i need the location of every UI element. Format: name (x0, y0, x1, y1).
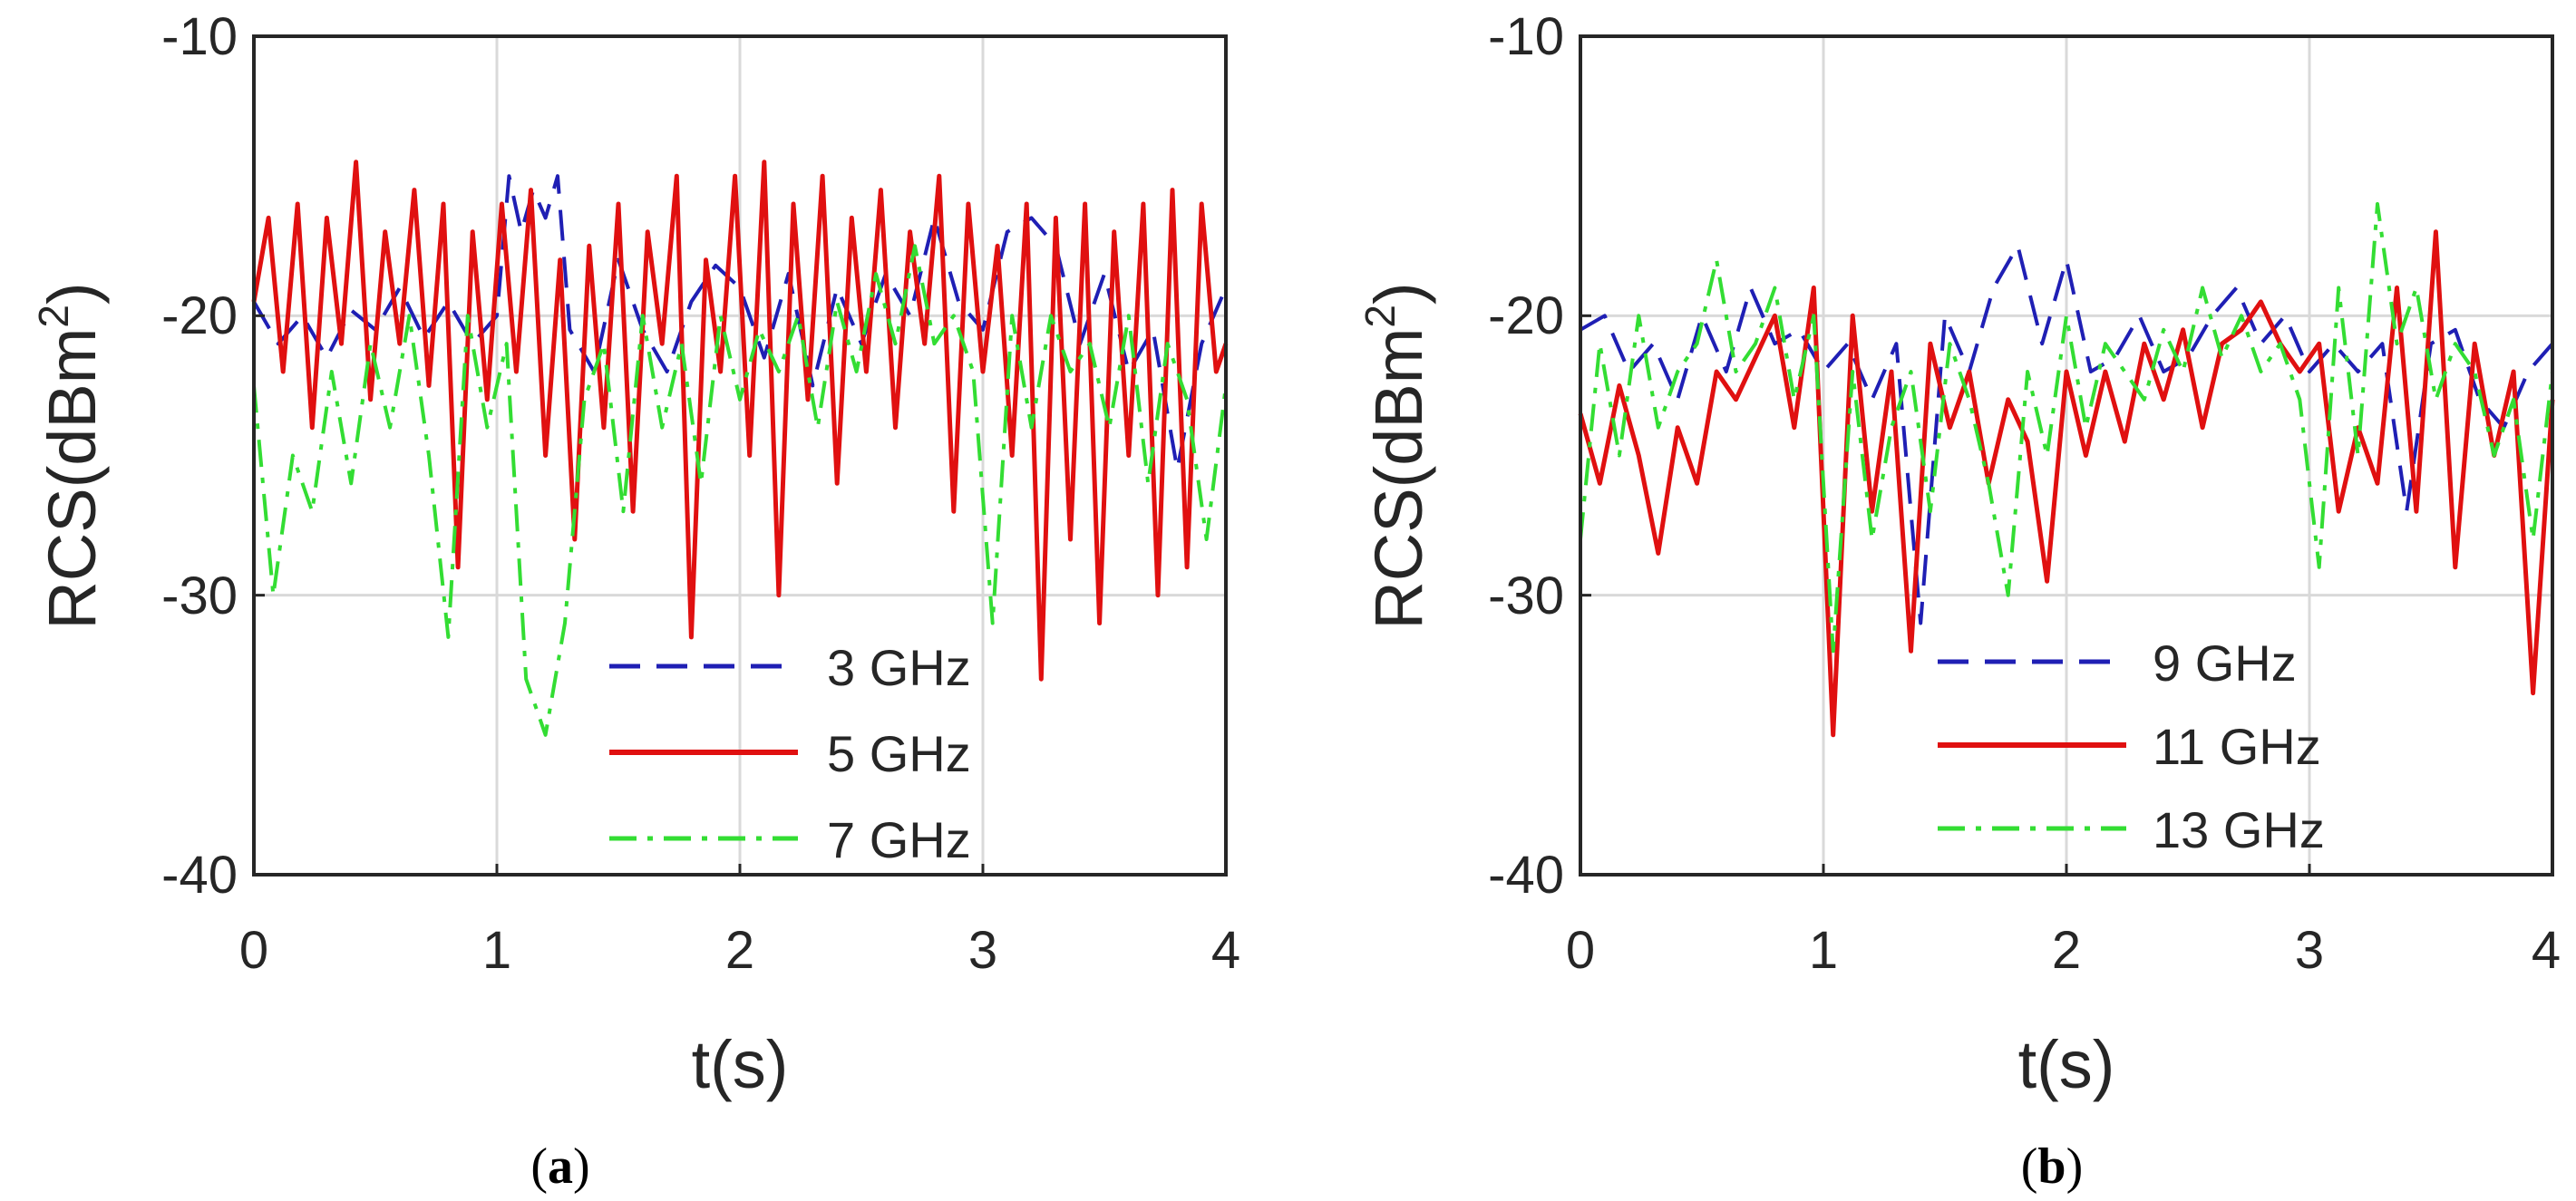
x-tick-label: 2 (2052, 921, 2081, 980)
legend-label-7ghz: 7 GHz (827, 811, 971, 868)
y-tick-label: -30 (1488, 567, 1564, 625)
panel-b-x-tick-labels: 0 1 2 3 4 (1566, 921, 2561, 980)
panel-b-series-9ghz (1579, 244, 2554, 625)
panel-b-y-tick-labels: -10 -20 -30 -40 (1488, 7, 1564, 905)
panel-a-legend: 3 GHz 5 GHz 7 GHz (609, 639, 971, 868)
x-tick-label: 0 (1566, 921, 1595, 980)
x-tick-label: 4 (1211, 921, 1240, 980)
x-tick-label: 3 (2295, 921, 2324, 980)
legend-label-5ghz: 5 GHz (827, 725, 971, 782)
legend-label-9ghz: 9 GHz (2153, 634, 2297, 692)
x-tick-label: 2 (725, 921, 754, 980)
x-tick-label: 1 (482, 921, 511, 980)
y-tick-label: -30 (161, 567, 238, 625)
x-tick-label: 1 (1809, 921, 1838, 980)
panel-a-ticks (252, 34, 1228, 877)
y-tick-label: -10 (161, 7, 238, 66)
panel-a-caption: (a) (530, 1138, 589, 1195)
legend-label-11ghz: 11 GHz (2153, 718, 2321, 775)
panel-a-y-axis-label: RCS(dBm2) (30, 282, 110, 629)
x-tick-label: 0 (239, 921, 268, 980)
panel-a-x-axis-label: t(s) (692, 1027, 789, 1102)
y-tick-label: -40 (1488, 846, 1564, 905)
panel-b-ticks (1579, 34, 2554, 877)
panel-b-x-axis-label: t(s) (2018, 1027, 2115, 1102)
panel-a-series-5ghz (251, 160, 1229, 682)
panel-a-y-tick-labels: -10 -20 -30 -40 (161, 7, 238, 905)
panel-a-series (251, 160, 1229, 737)
panel-b-y-axis-label: RCS(dBm2) (1356, 282, 1436, 629)
panel-b-caption: (b) (2021, 1138, 2083, 1195)
panel-a-grid (254, 36, 1226, 875)
panel-a: -10 -20 -30 -40 0 1 2 3 4 t(s) RCS(dBm2)… (30, 7, 1240, 1195)
panel-b-series (1578, 202, 2555, 738)
panel-b-series-11ghz (1578, 229, 2555, 738)
panel-b: -10 -20 -30 -40 0 1 2 3 4 t(s) RCS(dBm2)… (1356, 7, 2561, 1195)
panel-b-legend: 9 GHz 11 GHz 13 GHz (1938, 634, 2325, 858)
legend-label-3ghz: 3 GHz (827, 639, 971, 696)
x-tick-label: 4 (2532, 921, 2561, 980)
y-tick-label: -40 (161, 846, 238, 905)
x-tick-label: 3 (968, 921, 997, 980)
panel-a-series-7ghz (252, 244, 1228, 737)
y-tick-label: -20 (1488, 286, 1564, 345)
y-tick-label: -10 (1488, 7, 1564, 66)
legend-label-13ghz: 13 GHz (2153, 801, 2325, 858)
y-tick-label: -20 (161, 286, 238, 345)
panel-a-x-tick-labels: 0 1 2 3 4 (239, 921, 1240, 980)
